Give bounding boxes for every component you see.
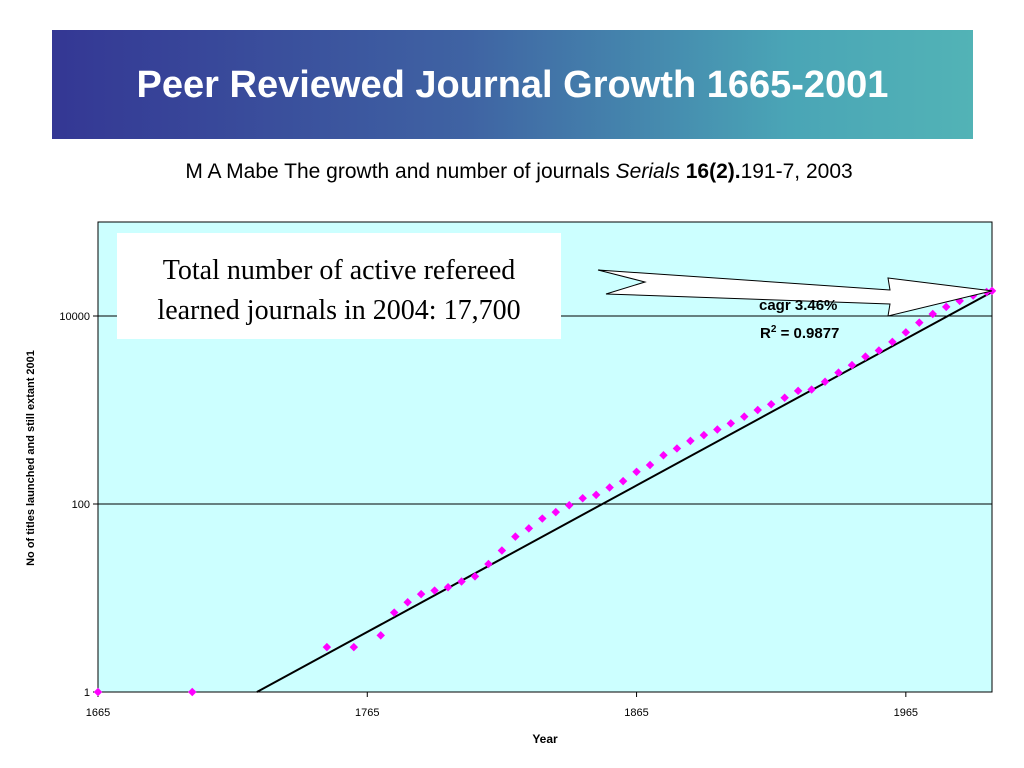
slide-title: Peer Reviewed Journal Growth 1665-2001 — [136, 63, 889, 106]
data-point — [430, 586, 439, 595]
data-point — [888, 337, 897, 347]
data-point — [618, 476, 628, 486]
data-point — [672, 444, 682, 453]
y-axis-label: No of titles launched and still extant 2… — [25, 350, 37, 566]
data-point — [457, 577, 466, 586]
data-point — [834, 368, 843, 377]
data-point — [915, 318, 924, 327]
title-banner: Peer Reviewed Journal Growth 1665-2001 — [52, 30, 973, 139]
x-tick-label: 1665 — [86, 707, 110, 719]
citation-pages-year: 191-7, 2003 — [740, 160, 853, 183]
data-point — [740, 412, 749, 421]
callout-box: Total number of active refereed learned … — [117, 233, 561, 339]
trend-line — [256, 291, 993, 693]
data-point — [578, 494, 587, 503]
data-point — [753, 405, 762, 415]
x-axis-label: Year — [532, 732, 558, 746]
data-point — [497, 546, 507, 555]
data-point — [726, 419, 736, 428]
x-tick-label: 1965 — [894, 707, 918, 719]
y-tick-label: 10000 — [59, 311, 90, 323]
data-point — [484, 559, 493, 569]
citation-volume: 16(2). — [685, 160, 741, 183]
r-squared-annotation: R2 = 0.9877 — [760, 324, 839, 342]
data-point — [901, 328, 911, 337]
x-tick-label: 1765 — [355, 707, 379, 719]
data-point — [551, 507, 561, 517]
data-point — [591, 490, 601, 500]
cagr-annotation: cagr 3.46% — [759, 297, 837, 314]
citation-authors-title: M A Mabe The growth and number of journa… — [185, 160, 616, 183]
data-point — [376, 631, 385, 640]
data-point — [632, 467, 641, 477]
data-point — [820, 377, 830, 386]
r-squared-superscript: 2 — [771, 324, 777, 335]
data-point — [524, 524, 534, 533]
x-tick-label: 1865 — [624, 707, 648, 719]
data-point — [416, 589, 426, 599]
r-squared-r: R — [760, 325, 771, 342]
data-point — [470, 572, 480, 581]
y-tick-label: 100 — [72, 499, 90, 511]
data-point — [780, 393, 789, 402]
data-point — [403, 598, 412, 607]
data-point — [322, 642, 332, 652]
data-point — [443, 583, 453, 592]
data-point — [349, 642, 359, 652]
data-point — [766, 400, 776, 409]
y-tick-label: 1 — [84, 687, 90, 699]
callout-line-2: learned journals in 2004: 17,700 — [157, 295, 521, 326]
data-point — [713, 425, 722, 434]
data-point — [928, 309, 938, 319]
callout-line-1: Total number of active refereed — [162, 255, 516, 286]
data-point — [793, 386, 803, 396]
data-point — [861, 352, 870, 361]
data-point — [847, 360, 857, 370]
data-point — [659, 451, 668, 460]
citation-journal: Serials — [615, 160, 680, 183]
data-point — [807, 385, 816, 394]
data-point — [564, 501, 574, 510]
data-point — [941, 302, 951, 312]
data-point — [538, 514, 547, 523]
data-point — [699, 430, 709, 440]
callout-arrow — [597, 269, 993, 317]
r-squared-value: = 0.9877 — [776, 325, 839, 342]
data-point — [605, 483, 614, 492]
data-point — [511, 532, 520, 541]
citation: M A Mabe The growth and number of journa… — [0, 160, 1024, 184]
data-point — [874, 346, 884, 355]
data-point — [389, 608, 399, 617]
data-point — [645, 460, 655, 470]
data-point — [686, 436, 695, 446]
